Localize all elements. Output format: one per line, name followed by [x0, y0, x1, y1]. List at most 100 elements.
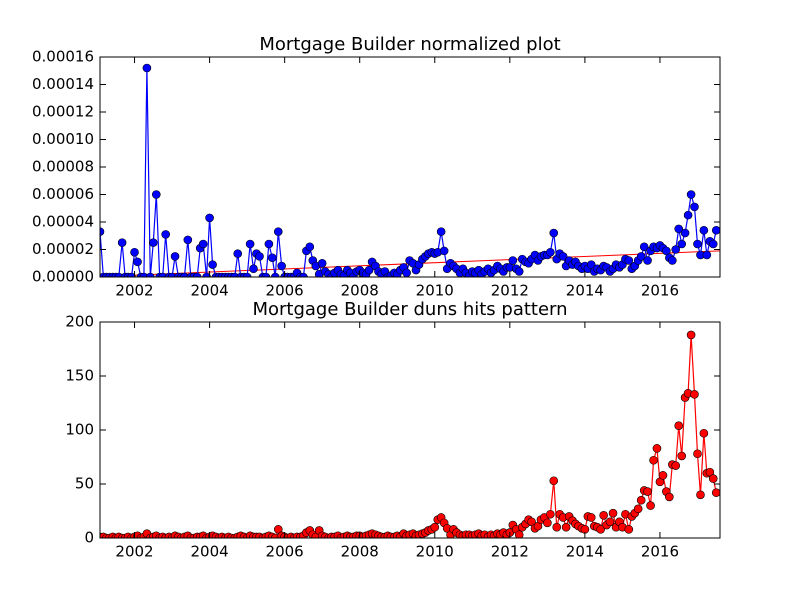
data-point	[674, 421, 684, 430]
data-point	[643, 487, 652, 496]
data-point	[148, 238, 158, 247]
data-point	[558, 252, 568, 261]
data-point	[633, 504, 643, 514]
x-tick-label: 2004	[190, 282, 228, 300]
data-point	[671, 461, 681, 470]
data-point	[690, 202, 699, 212]
y-tick-label: 50	[75, 475, 94, 493]
x-tick-label: 2008	[341, 282, 379, 300]
data-point	[205, 213, 214, 223]
chart-title: Mortgage Builder duns hits pattern	[252, 299, 567, 320]
data-point	[270, 272, 280, 277]
data-point	[514, 267, 524, 276]
data-point	[543, 518, 552, 528]
data-point	[683, 210, 693, 220]
data-point	[708, 239, 718, 249]
data-point	[151, 190, 161, 199]
data-point	[264, 239, 274, 249]
data-point	[665, 492, 674, 502]
data-point	[636, 495, 646, 505]
data-point	[245, 239, 255, 249]
data-point	[639, 242, 649, 252]
x-tick-label: 2010	[416, 543, 454, 561]
data-point	[699, 225, 709, 235]
data-point	[711, 488, 720, 497]
data-point	[158, 272, 167, 277]
data-point	[305, 242, 315, 252]
data-point	[680, 228, 690, 238]
data-point	[192, 272, 202, 277]
data-point	[508, 256, 518, 265]
data-point	[145, 272, 155, 277]
data-point	[142, 63, 152, 73]
y-tick-label: 0.00014	[32, 75, 94, 93]
data-point	[677, 239, 687, 249]
data-point	[180, 272, 189, 277]
data-point	[364, 265, 374, 275]
x-tick-label: 2010	[416, 282, 454, 300]
data-point	[161, 230, 170, 239]
data-point	[273, 227, 283, 236]
data-point	[552, 522, 562, 532]
data-point	[130, 247, 139, 257]
data-point	[624, 525, 634, 534]
data-point	[674, 224, 684, 234]
data-point	[549, 228, 559, 238]
data-point	[317, 258, 327, 268]
x-tick-label: 2016	[641, 282, 679, 300]
data-point	[270, 533, 280, 538]
data-point	[546, 509, 555, 519]
data-point	[668, 256, 677, 265]
data-point	[702, 250, 712, 260]
data-point	[549, 476, 559, 486]
data-point	[402, 268, 411, 277]
data-point	[649, 455, 658, 465]
data-point	[208, 260, 217, 269]
data-point	[596, 525, 605, 534]
y-tick-label: 0.00012	[32, 103, 94, 121]
x-tick-label: 2008	[341, 543, 379, 561]
y-tick-label: 0.00010	[32, 130, 94, 148]
plot-area	[100, 330, 720, 538]
data-point	[677, 451, 687, 461]
y-tick-label: 0.00006	[32, 185, 94, 203]
data-point	[439, 246, 449, 256]
data-point	[233, 249, 243, 258]
data-point	[127, 272, 136, 277]
data-point	[599, 511, 608, 520]
x-tick-label: 2012	[491, 282, 529, 300]
x-tick-label: 2002	[115, 543, 153, 561]
data-point	[167, 272, 177, 277]
x-tick-label: 2006	[266, 282, 304, 300]
data-point	[114, 272, 124, 277]
data-point	[277, 261, 286, 271]
data-point	[624, 256, 634, 265]
y-tick-label: 0	[84, 529, 94, 547]
data-point	[586, 513, 596, 522]
data-point	[658, 471, 668, 480]
data-point	[430, 522, 440, 532]
data-point	[693, 239, 702, 249]
data-point	[261, 272, 271, 277]
data-point	[671, 245, 681, 254]
data-point	[696, 490, 705, 500]
y-tick-label: 0.00004	[32, 213, 94, 231]
data-point	[117, 238, 127, 247]
y-tick-label: 200	[65, 313, 94, 331]
data-point	[652, 444, 662, 453]
data-point	[255, 252, 264, 261]
data-point	[686, 190, 696, 199]
x-tick-label: 2006	[266, 543, 304, 561]
data-point	[170, 252, 180, 261]
data-point	[711, 225, 720, 235]
data-point	[139, 272, 149, 277]
y-tick-label: 150	[65, 367, 94, 385]
data-point	[183, 235, 193, 245]
y-tick-label: 100	[65, 421, 94, 439]
x-tick-label: 2016	[641, 543, 679, 561]
data-point	[267, 253, 277, 263]
data-point	[646, 501, 655, 510]
data-point	[249, 264, 258, 274]
y-tick-label: 0.00008	[32, 158, 94, 176]
